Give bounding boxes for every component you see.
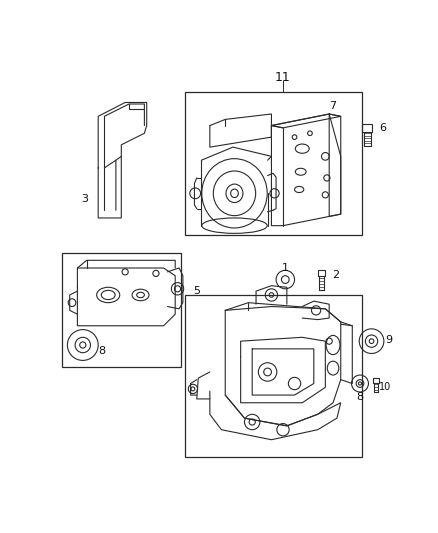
Text: 2: 2 xyxy=(332,270,339,280)
Text: 3: 3 xyxy=(81,193,88,204)
Text: 9: 9 xyxy=(385,335,392,345)
Text: 1: 1 xyxy=(282,263,289,273)
Bar xyxy=(318,270,325,277)
Text: 8: 8 xyxy=(357,392,364,401)
Text: 6: 6 xyxy=(380,123,387,133)
Text: 10: 10 xyxy=(379,382,392,392)
Bar xyxy=(62,253,181,367)
Bar xyxy=(362,124,372,132)
Bar xyxy=(185,92,362,235)
Bar xyxy=(185,295,362,457)
Text: 5: 5 xyxy=(193,286,200,296)
Text: 8: 8 xyxy=(99,346,106,356)
Text: 11: 11 xyxy=(275,71,291,84)
Bar xyxy=(373,378,379,383)
Text: 7: 7 xyxy=(329,101,337,111)
